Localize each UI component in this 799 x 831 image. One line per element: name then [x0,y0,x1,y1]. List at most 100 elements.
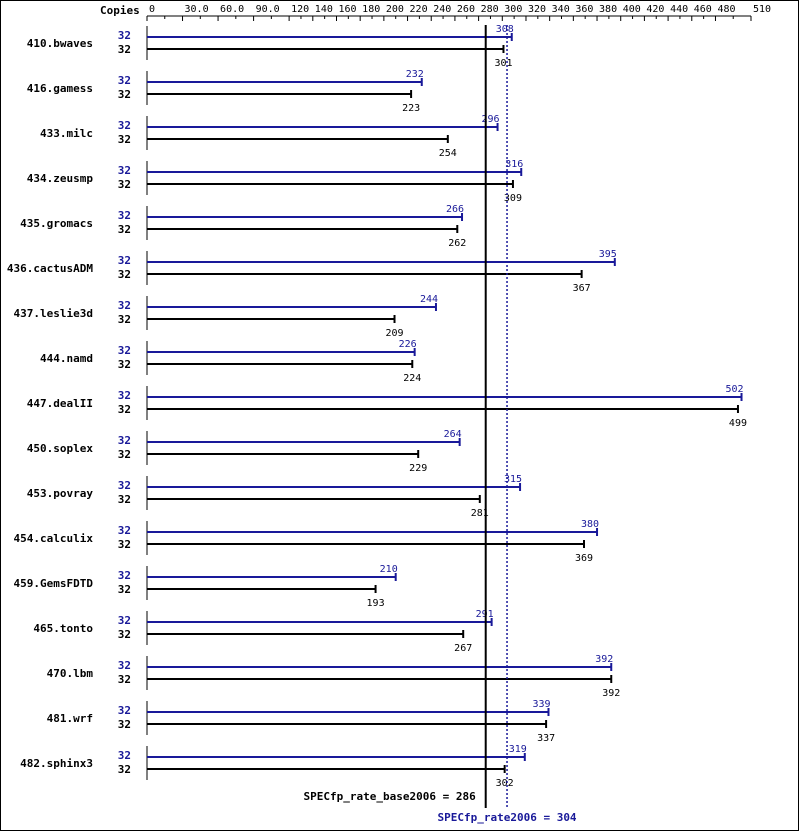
x-tick-label: 240 [433,4,451,15]
peak-value-label: 315 [504,474,522,485]
peak-copies: 32 [118,29,131,42]
benchmark-label: 437.leslie3d [14,307,93,320]
peak-copies: 32 [118,614,131,627]
x-tick-label: 460 [694,4,712,15]
peak-value-label: 392 [595,654,613,665]
base-copies: 32 [118,718,131,731]
x-tick-label: 380 [599,4,617,15]
base-copies: 32 [118,403,131,416]
base-copies: 32 [118,763,131,776]
peak-copies: 32 [118,299,131,312]
base-copies: 32 [118,448,131,461]
base-value-label: 229 [409,463,427,474]
benchmark-label: 433.milc [40,127,93,140]
base-value-label: 281 [471,508,489,519]
base-value-label: 254 [439,148,457,159]
x-tick-label: 120 [291,4,309,15]
peak-copies: 32 [118,659,131,672]
x-tick-label: 360 [575,4,593,15]
peak-value-label: 319 [509,744,527,755]
peak-reference-label: SPECfp_rate2006 = 304 [437,811,576,824]
benchmark-label: 453.povray [27,487,94,500]
x-tick-label: 140 [315,4,333,15]
base-value-label: 223 [402,103,420,114]
benchmark-label: 410.bwaves [27,37,93,50]
peak-copies: 32 [118,479,131,492]
benchmark-label: 444.namd [40,352,93,365]
x-tick-label: 60.0 [220,4,244,15]
x-tick-label: 160 [338,4,356,15]
peak-value-label: 296 [482,114,500,125]
x-tick-label: 480 [717,4,735,15]
base-value-label: 367 [573,283,591,294]
base-copies: 32 [118,178,131,191]
x-tick-label: 90.0 [256,4,280,15]
base-value-label: 267 [454,643,472,654]
benchmark-label: 465.tonto [33,622,93,635]
base-value-label: 224 [403,373,421,384]
peak-copies: 32 [118,209,131,222]
base-reference-label: SPECfp_rate_base2006 = 286 [304,790,477,803]
benchmark-label: 481.wrf [47,712,93,725]
peak-value-label: 266 [446,204,464,215]
reference-lines: SPECfp_rate_base2006 = 286 SPECfp_rate200… [304,25,577,824]
x-tick-label: 180 [362,4,380,15]
peak-copies: 32 [118,569,131,582]
base-copies: 32 [118,88,131,101]
base-value-label: 499 [729,418,747,429]
benchmark-label: 454.calculix [14,532,94,545]
benchmark-label: 450.soplex [27,442,94,455]
benchmark-label: 470.lbm [47,667,94,680]
peak-copies: 32 [118,344,131,357]
base-copies: 32 [118,493,131,506]
peak-value-label: 210 [380,564,398,575]
peak-copies: 32 [118,389,131,402]
x-tick-label: 400 [623,4,641,15]
peak-copies: 32 [118,119,131,132]
base-copies: 32 [118,268,131,281]
base-value-label: 193 [367,598,385,609]
x-tick-label: 300 [504,4,522,15]
peak-value-label: 244 [420,294,438,305]
peak-value-label: 316 [505,159,523,170]
copies-header: Copies [100,4,140,17]
peak-copies: 32 [118,434,131,447]
peak-value-label: 380 [581,519,599,530]
peak-value-label: 339 [532,699,550,710]
peak-value-label: 308 [496,24,514,35]
x-tick-label: 220 [410,4,428,15]
benchmark-label: 459.GemsFDTD [14,577,94,590]
peak-value-label: 291 [476,609,494,620]
x-tick-label: 340 [552,4,570,15]
peak-copies: 32 [118,524,131,537]
peak-value-label: 264 [444,429,462,440]
peak-value-label: 502 [725,384,743,395]
peak-copies: 32 [118,254,131,267]
benchmark-label: 434.zeusmp [27,172,94,185]
x-tick-label: 30.0 [185,4,209,15]
base-copies: 32 [118,223,131,236]
base-copies: 32 [118,673,131,686]
benchmark-label: 436.cactusADM [7,262,93,275]
base-copies: 32 [118,133,131,146]
benchmark-label: 447.dealII [27,397,93,410]
benchmark-label: 482.sphinx3 [20,757,93,770]
peak-value-label: 232 [406,69,424,80]
x-tick-label: 420 [646,4,664,15]
